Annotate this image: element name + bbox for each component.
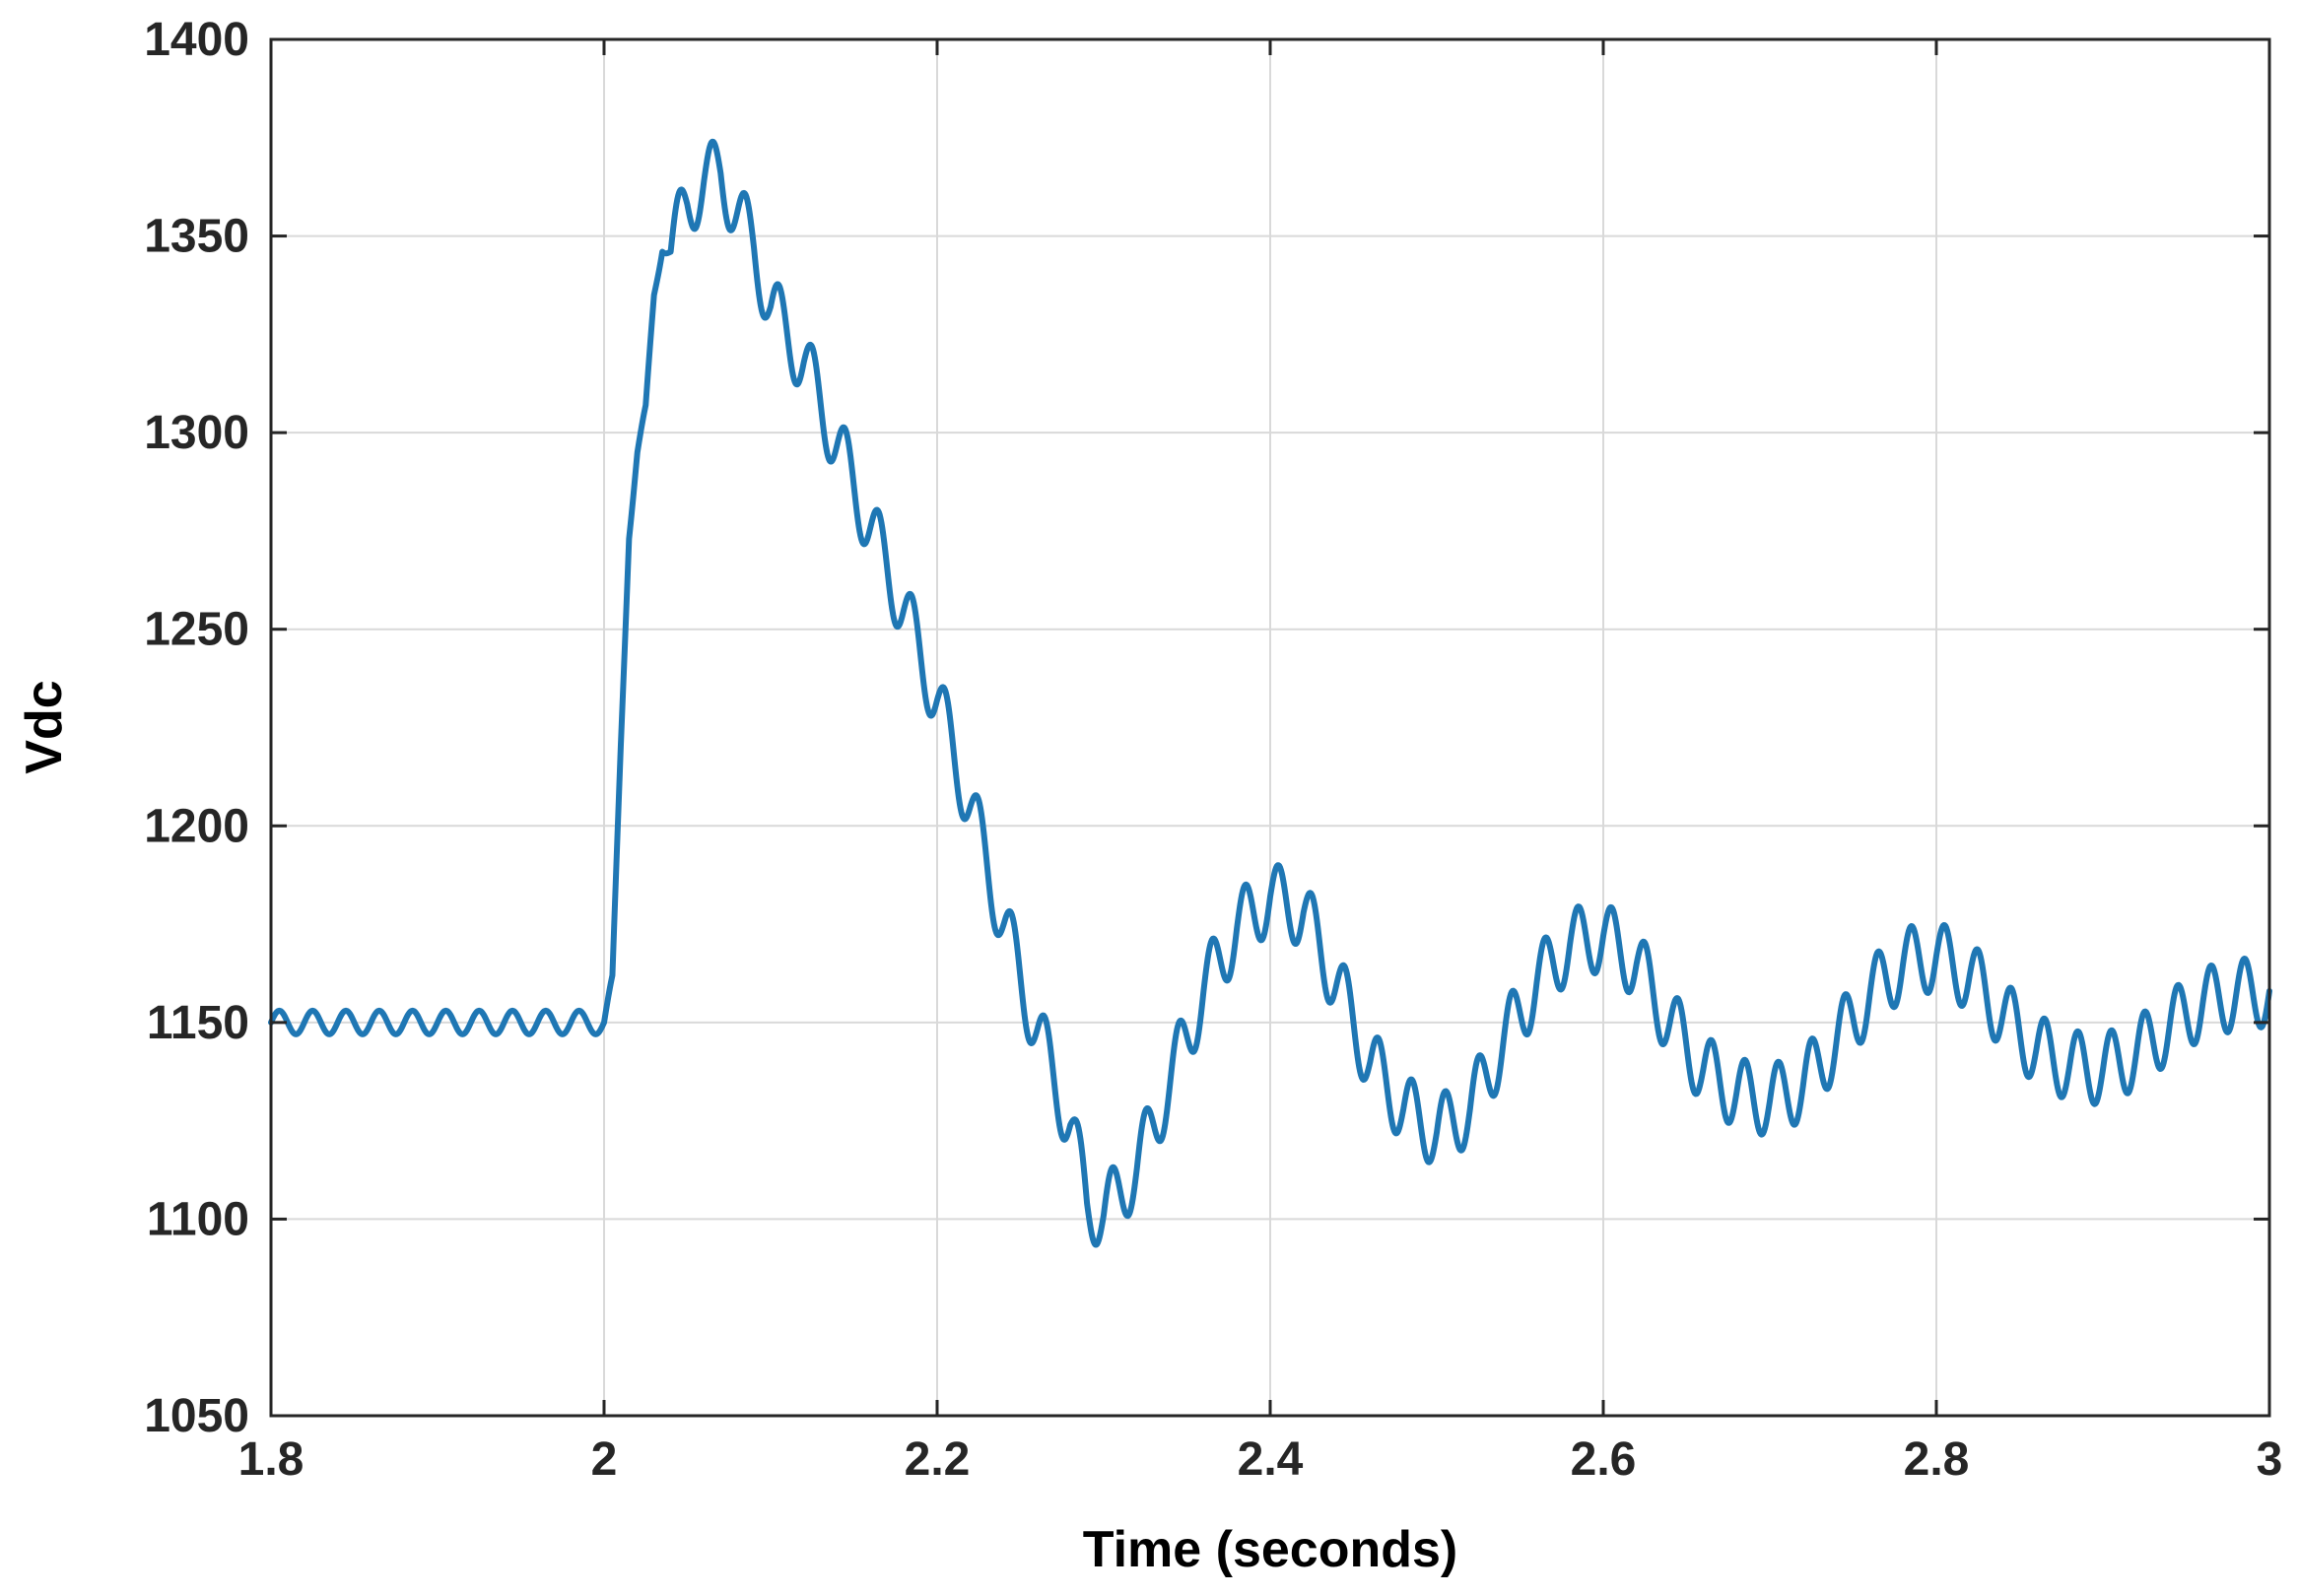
x-axis-label: Time (seconds) bbox=[1083, 1521, 1457, 1578]
y-tick-label: 1400 bbox=[144, 14, 249, 66]
x-tick-label: 2.4 bbox=[1238, 1433, 1304, 1486]
y-tick-label: 1150 bbox=[147, 997, 249, 1049]
x-tick-label: 2.6 bbox=[1571, 1433, 1637, 1486]
y-tick-label: 1250 bbox=[144, 604, 249, 656]
series-layer bbox=[268, 138, 2272, 1248]
y-tick-label: 1050 bbox=[144, 1390, 249, 1442]
x-tick-label: 1.8 bbox=[238, 1433, 304, 1486]
x-tick-label: 2 bbox=[591, 1433, 618, 1486]
y-tick-labels: 1050 1100 1150 1200 1250 1300 1350 1400 bbox=[144, 14, 249, 1442]
x-tick-label: 2.8 bbox=[1904, 1433, 1970, 1486]
y-tick-label: 1100 bbox=[147, 1193, 249, 1245]
y-tick-label: 1200 bbox=[144, 800, 249, 852]
vdc-series-line bbox=[268, 138, 2272, 1248]
tick-marks bbox=[269, 37, 2271, 1418]
y-tick-label: 1300 bbox=[144, 407, 249, 459]
grid-lines bbox=[270, 38, 2270, 1417]
x-tick-label: 2.2 bbox=[905, 1433, 971, 1486]
x-tick-label: 3 bbox=[2257, 1433, 2283, 1486]
x-tick-labels: 1.8 2 2.2 2.4 2.6 2.8 3 bbox=[238, 1433, 2283, 1486]
y-axis-label: Vdc bbox=[16, 680, 73, 773]
y-tick-label: 1350 bbox=[144, 211, 249, 263]
